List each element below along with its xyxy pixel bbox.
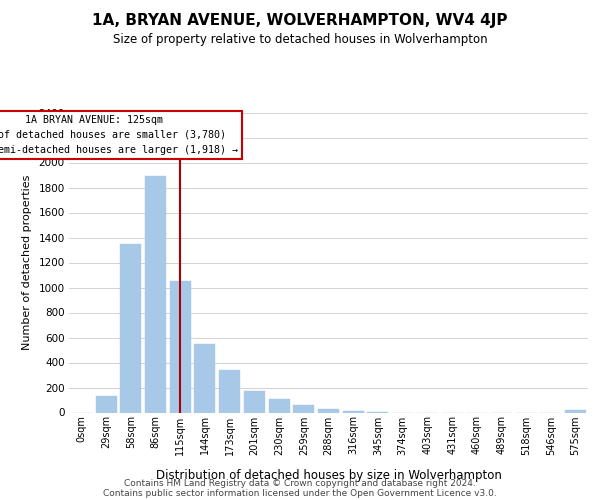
Text: 1A BRYAN AVENUE: 125sqm
← 66% of detached houses are smaller (3,780)
34% of semi: 1A BRYAN AVENUE: 125sqm ← 66% of detache… [0,115,238,154]
Y-axis label: Number of detached properties: Number of detached properties [22,175,32,350]
Bar [95,396,116,412]
X-axis label: Distribution of detached houses by size in Wolverhampton: Distribution of detached houses by size … [155,468,502,481]
Bar [343,410,364,412]
Bar [565,410,586,412]
Bar [219,370,240,412]
Bar [244,390,265,412]
Bar [269,399,290,412]
Text: 1A, BRYAN AVENUE, WOLVERHAMPTON, WV4 4JP: 1A, BRYAN AVENUE, WOLVERHAMPTON, WV4 4JP [92,12,508,28]
Bar [194,344,215,412]
Text: Contains public sector information licensed under the Open Government Licence v3: Contains public sector information licen… [103,488,497,498]
Text: Size of property relative to detached houses in Wolverhampton: Size of property relative to detached ho… [113,32,487,46]
Bar [293,405,314,412]
Bar [145,176,166,412]
Bar [318,409,339,412]
Bar [170,281,191,412]
Text: Contains HM Land Registry data © Crown copyright and database right 2024.: Contains HM Land Registry data © Crown c… [124,478,476,488]
Bar [120,244,141,412]
